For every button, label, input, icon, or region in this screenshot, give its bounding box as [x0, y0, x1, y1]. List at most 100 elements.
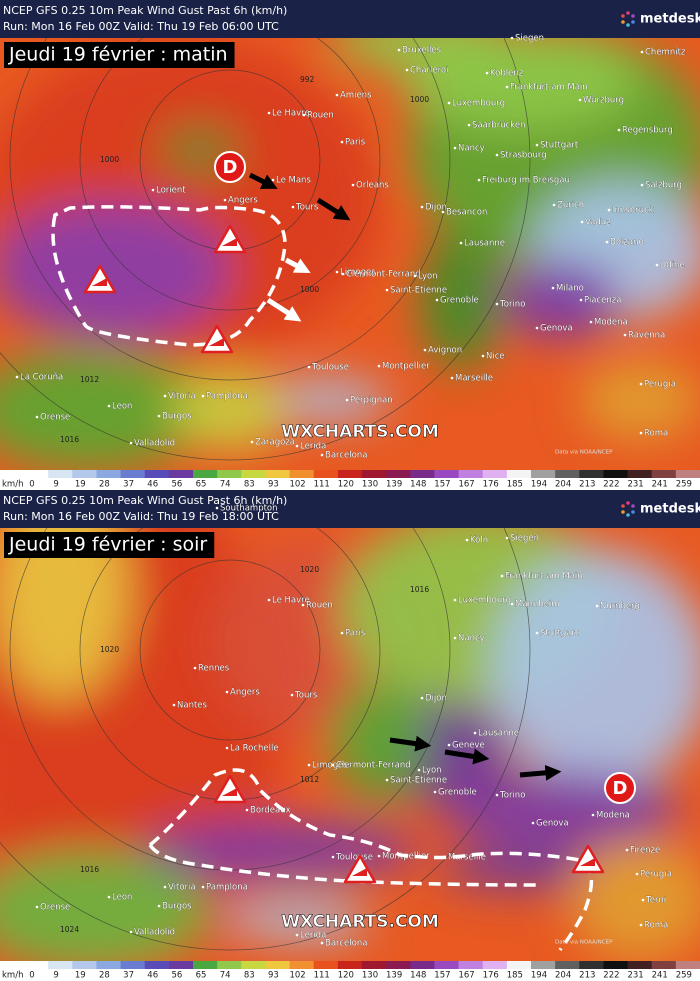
legend-value: 83 [244, 971, 255, 981]
city-label: Siegen [510, 534, 539, 544]
legend-swatch [241, 470, 266, 478]
city-label: Le Mans [276, 176, 311, 186]
legend-swatch [506, 961, 532, 969]
city-label: La Rochelle [230, 744, 279, 754]
city-label: Frankfurt am Main [510, 83, 588, 93]
city-label: Tours [295, 203, 319, 213]
city-dot [15, 375, 19, 379]
windsock [222, 238, 237, 246]
header-line: NCEP GFS 0.25 10m Peak Wind Gust Past 6h… [3, 494, 287, 507]
city-dot [320, 941, 324, 945]
windsock [92, 278, 107, 286]
legend-swatch [48, 961, 73, 969]
city-dot [500, 574, 504, 578]
city-dot [172, 703, 176, 707]
legend-value: 74 [220, 971, 231, 981]
legend-value: 185 [507, 480, 523, 490]
wind-area [230, 900, 370, 940]
legend-value: 0 [29, 971, 34, 981]
city-dot [295, 444, 299, 448]
city-dot [341, 272, 345, 276]
city-dot [225, 690, 229, 694]
city-label: Firenze [630, 846, 660, 856]
legend-swatch [434, 961, 460, 969]
city-dot [267, 111, 271, 115]
city-label: Nancy [458, 144, 485, 154]
isobar [139, 559, 321, 741]
city-dot [290, 693, 294, 697]
city-label: Limoges [340, 268, 376, 278]
city-dot [639, 431, 643, 435]
city-label: Salzburg [645, 181, 682, 191]
wind-area [140, 820, 420, 880]
city-label: Dijon [425, 694, 447, 704]
city-dot [510, 36, 514, 40]
city-label: Roma [644, 429, 668, 439]
legend-value: 56 [171, 971, 182, 981]
legend-swatch [337, 961, 363, 969]
city-label: Pamplona [206, 392, 248, 402]
city-dot [351, 183, 355, 187]
city-label: Orense [40, 413, 70, 423]
city-label: Frankfurt am Main [505, 572, 583, 582]
legend-swatch [603, 961, 629, 969]
legend-swatch [531, 961, 556, 969]
legend-value: 102 [289, 971, 305, 981]
city-dot [107, 404, 111, 408]
low-label: D [223, 157, 238, 178]
legend-swatch [265, 470, 291, 478]
legend-value: 167 [458, 480, 474, 490]
city-label: Amiens [340, 91, 372, 101]
city-label: Mannheim [515, 600, 560, 610]
city-dot [157, 904, 161, 908]
warning-icon [213, 774, 247, 804]
city-label: Luxembourg [452, 99, 505, 109]
low-label: D [613, 778, 628, 799]
legend-value: 259 [676, 971, 692, 981]
city-dot [433, 790, 437, 794]
city-dot [623, 333, 627, 337]
city-dot [505, 536, 509, 540]
legend-value: 83 [244, 480, 255, 490]
legend-swatch [24, 961, 49, 969]
city-dot [301, 603, 305, 607]
city-label: Bolzano [610, 238, 644, 248]
city-dot [535, 143, 539, 147]
legend-value: 204 [555, 480, 571, 490]
city-label: Leon [112, 402, 132, 412]
city-dot [447, 743, 451, 747]
wind-arrow [284, 257, 311, 273]
legend-swatch [675, 961, 700, 969]
header-line: Run: Mon 16 Feb 00Z Valid: Thu 19 Feb 06… [3, 20, 279, 33]
city-dot [641, 898, 645, 902]
legend-value: 65 [196, 480, 207, 490]
logo-icon [621, 501, 635, 517]
legend-swatch [168, 961, 194, 969]
city-dot [635, 872, 639, 876]
city-label: Leon [112, 893, 132, 903]
city-dot [453, 598, 457, 602]
legend-swatch [627, 470, 653, 478]
logo: metdesk [640, 12, 700, 27]
city-dot [625, 848, 629, 852]
legend-swatch [410, 961, 435, 969]
legend-value: 139 [386, 971, 402, 981]
city-label: Paris [345, 138, 366, 148]
city-dot [307, 763, 311, 767]
legend-swatch [386, 961, 411, 969]
wind-arrow [266, 297, 302, 322]
city-dot [331, 855, 335, 859]
legend-value: 130 [362, 480, 378, 490]
city-label: Lorient [156, 186, 186, 196]
legend-swatch [289, 470, 315, 478]
city-dot [163, 885, 167, 889]
city-label: Le Havre [272, 109, 310, 119]
legend-value: 111 [314, 971, 330, 981]
wind-area [270, 380, 390, 420]
wind-area [490, 550, 700, 790]
legend-swatch [651, 470, 677, 478]
city-label: Lerida [300, 931, 326, 941]
legend-value: 9 [53, 971, 58, 981]
city-dot [578, 98, 582, 102]
isobar-label: 1016 [60, 435, 79, 444]
